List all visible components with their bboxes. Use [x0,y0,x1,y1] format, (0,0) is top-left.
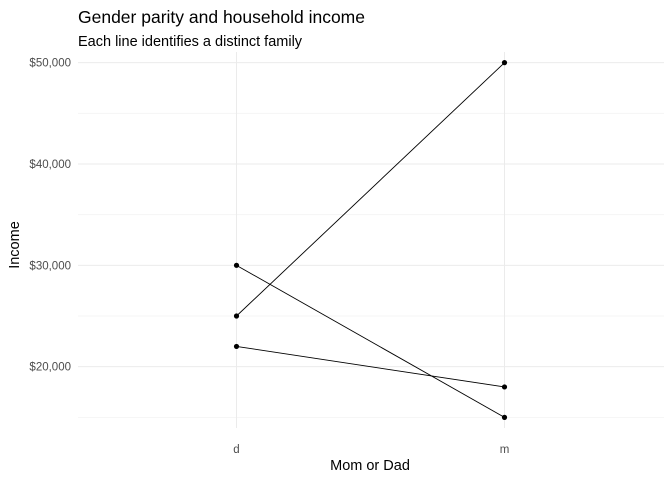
series-lines [236,62,505,418]
x-tick-label: m [500,444,510,456]
data-point-family-1-d [233,313,240,319]
family-line-3 [236,345,505,388]
x-axis-title: Mom or Dad [330,458,410,474]
grid [78,52,664,428]
y-axis-ticks: $20,000 $30,000 $40,000 $50,000 [29,58,71,374]
y-axis-title: Income [7,221,23,269]
x-tick-label: d [233,444,239,456]
data-point-family-1-m [501,60,508,66]
y-tick-label: $40,000 [29,159,71,171]
data-point-family-2-m [501,414,508,420]
chart-subtitle: Each line identifies a distinct family [78,34,303,50]
data-points [233,60,508,420]
y-tick-label: $50,000 [29,58,71,70]
data-point-family-3-m [501,384,508,390]
family-line-2 [236,264,505,418]
data-point-family-2-d [233,262,240,268]
data-point-family-3-d [233,343,240,350]
family-line-1 [236,62,505,317]
y-tick-label: $30,000 [29,260,71,272]
chart-title: Gender parity and household income [78,7,365,27]
y-tick-label: $20,000 [29,362,71,374]
